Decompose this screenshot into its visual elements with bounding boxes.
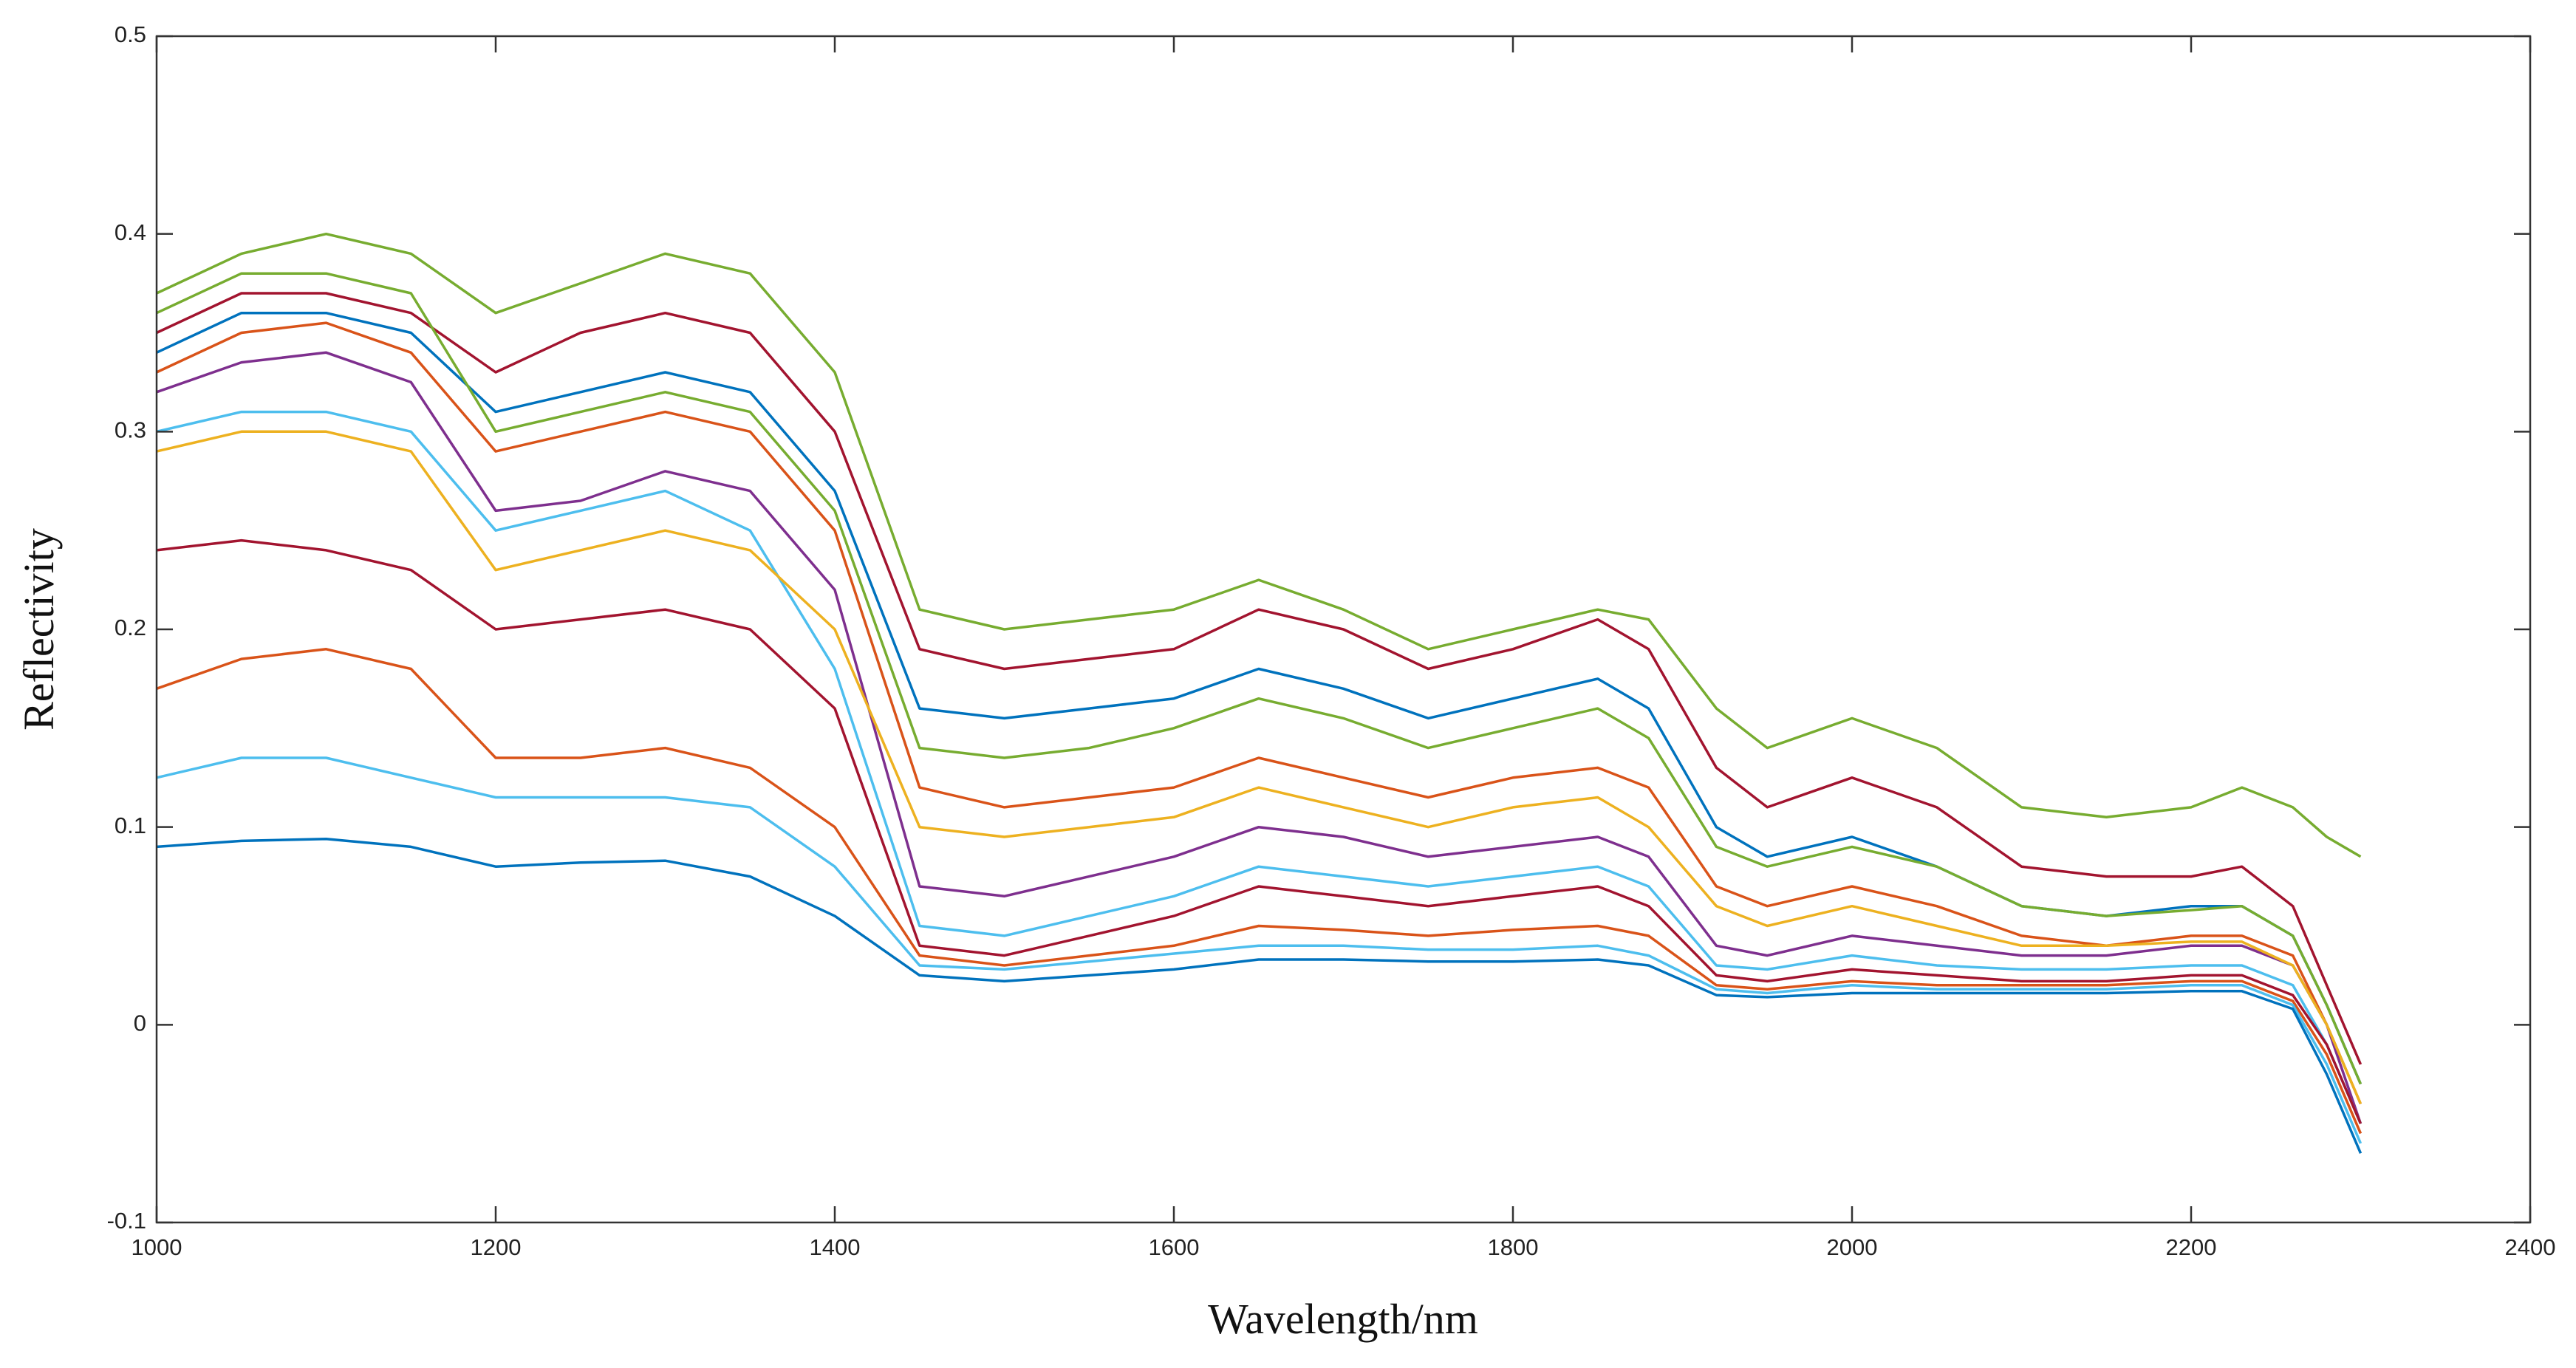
spectrum-line <box>156 430 2363 1105</box>
y-axis-label: Reflectivity <box>15 528 63 731</box>
y-tick-label: 0.2 <box>115 615 146 640</box>
x-tick-label: 1600 <box>1149 1234 1200 1260</box>
x-tick-label: 2400 <box>2505 1234 2556 1260</box>
x-tick-label: 2200 <box>2166 1234 2217 1260</box>
spectrum-line <box>156 538 2363 1124</box>
spectrum-line <box>156 321 2363 1105</box>
spectrum-line <box>156 292 2363 1065</box>
x-tick-label: 1800 <box>1488 1234 1539 1260</box>
spectrum-line <box>156 837 2363 1154</box>
x-tick-label: 1000 <box>131 1234 182 1260</box>
spectrum-line <box>156 648 2363 1135</box>
y-tick-label: -0.1 <box>107 1208 146 1234</box>
y-tick-label: 0.5 <box>115 21 146 47</box>
y-tick-label: 0.1 <box>115 813 146 838</box>
spectrum-line <box>156 756 2363 1144</box>
spectrum-line <box>156 351 2363 1124</box>
x-tick-label: 2000 <box>1827 1234 1878 1260</box>
y-tick-label: 0.4 <box>115 219 146 245</box>
x-tick-label: 1400 <box>810 1234 861 1260</box>
spectrum-line <box>156 410 2363 1124</box>
spectrum-line <box>156 272 2363 1085</box>
y-tick-label: 0 <box>134 1010 146 1036</box>
x-tick-label: 1200 <box>471 1234 522 1260</box>
y-tick-label: 0.3 <box>115 417 146 443</box>
x-axis-label: Wavelength/nm <box>1208 1295 1478 1343</box>
spectrum-line <box>156 232 2362 858</box>
